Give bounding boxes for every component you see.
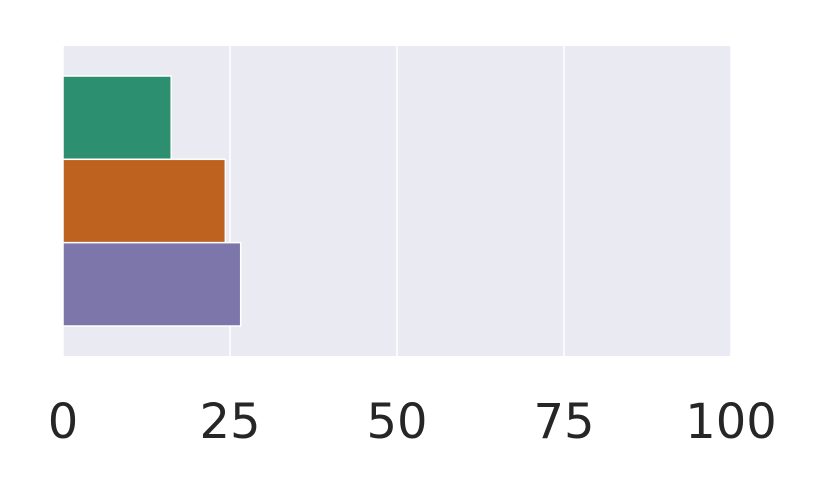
bar <box>62 75 172 161</box>
x-tick-label: 75 <box>533 394 594 450</box>
x-tick-label: 100 <box>685 394 777 450</box>
bar <box>62 241 242 327</box>
x-tick-label: 0 <box>48 394 79 450</box>
x-tick-label: 50 <box>366 394 427 450</box>
x-tick-label: 25 <box>199 394 260 450</box>
bar <box>62 158 227 244</box>
